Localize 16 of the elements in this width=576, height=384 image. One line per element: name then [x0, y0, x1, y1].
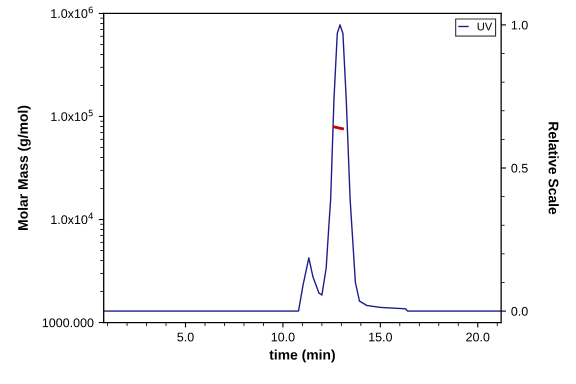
y-tick-label: 1.0x10$^{5}$	[51, 110, 93, 122]
y2-tick-label: 1.0	[512, 20, 528, 30]
y-tick-label: 1.0x10$^{6}$	[51, 6, 93, 18]
x-tick-label: 5.0	[177, 332, 194, 342]
x-tick-label: 20.0	[466, 332, 490, 342]
legend-label: UV	[478, 22, 492, 30]
x-tick-label: 15.0	[369, 332, 392, 342]
line-series	[104, 24, 502, 312]
y-tick-label: 1000.000	[42, 318, 94, 328]
x-tick-label: 10.0	[272, 332, 295, 342]
y2-tick-label: 0.5	[511, 164, 528, 173]
y2-tick-label: 0.0	[511, 306, 528, 316]
y-axis-title: Molar Mass (g/mol)	[18, 106, 31, 230]
y-tick-label: 1.0x10$^{4}$	[51, 212, 94, 224]
x-axis-title: time (min)	[269, 349, 335, 362]
y2-axis-title: Relative Scale	[548, 122, 559, 214]
